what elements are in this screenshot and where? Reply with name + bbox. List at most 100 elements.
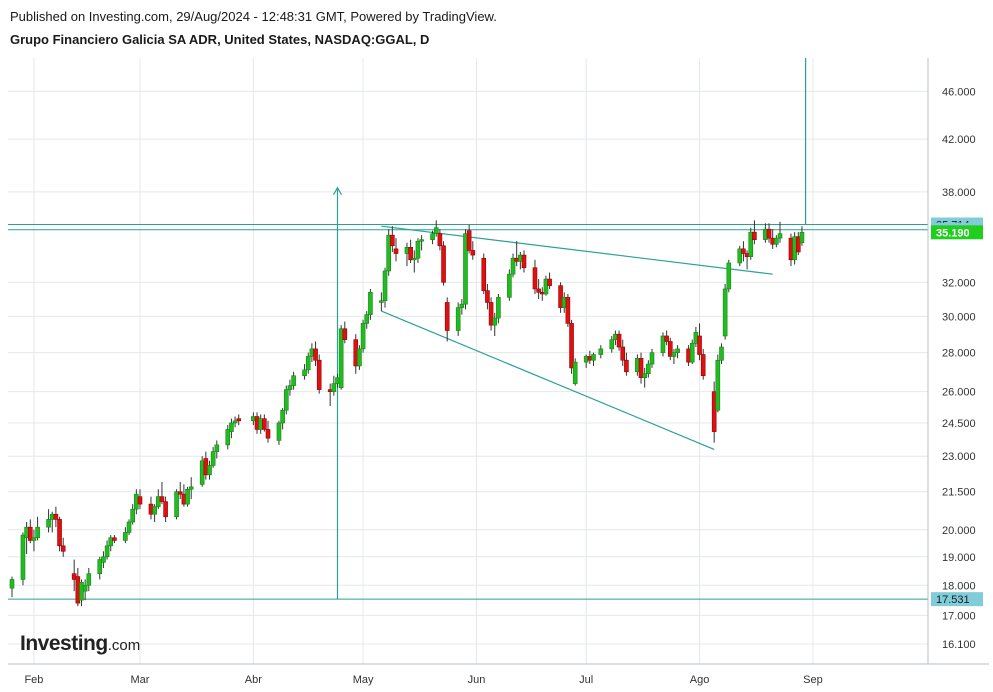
candle-body xyxy=(108,537,114,547)
candle-body xyxy=(386,234,391,272)
candle-body xyxy=(419,239,424,242)
candle-body xyxy=(430,233,435,240)
candle-body xyxy=(57,519,62,547)
candle-body xyxy=(697,335,702,355)
candle-body xyxy=(357,348,362,367)
candle-body xyxy=(463,233,468,305)
candle-body xyxy=(766,228,772,239)
y-tick-label: 30.000 xyxy=(942,311,976,323)
candle-body xyxy=(280,409,285,424)
x-tick-label: Ago xyxy=(690,674,710,686)
candle-body xyxy=(174,491,179,518)
candle-body xyxy=(97,559,103,574)
instrument-title: Grupo Financiero Galicia SA ADR, United … xyxy=(10,32,430,47)
candle-body xyxy=(455,307,461,331)
candle-body xyxy=(379,300,384,303)
candle-body xyxy=(616,333,622,348)
candle-body xyxy=(624,359,629,373)
candle-body xyxy=(671,352,677,357)
candle-body xyxy=(521,254,527,269)
candle-body xyxy=(408,247,413,261)
candle-body xyxy=(210,451,216,466)
candle-body xyxy=(338,328,344,388)
candle-body xyxy=(459,303,465,308)
candle-body xyxy=(437,233,443,247)
candle-body xyxy=(638,358,644,378)
candle-body xyxy=(441,245,446,283)
candle-body xyxy=(510,257,516,275)
trendline xyxy=(381,310,715,450)
candle-body xyxy=(660,335,666,353)
candle-body xyxy=(558,285,563,308)
candle-body xyxy=(276,422,282,441)
level-price-badge xyxy=(931,592,983,607)
candle-body xyxy=(715,359,721,411)
candle-body xyxy=(130,508,135,523)
y-tick-label: 21.500 xyxy=(942,487,976,499)
candle-body xyxy=(591,354,596,361)
annotation-layer xyxy=(8,58,928,600)
trendline xyxy=(381,225,773,275)
candle-body xyxy=(799,232,805,244)
y-tick-label: 20.000 xyxy=(942,525,976,537)
candle-body xyxy=(53,513,59,520)
candle-body xyxy=(496,297,501,319)
candle-body xyxy=(82,584,88,592)
candle-body xyxy=(664,335,669,342)
candle-body xyxy=(305,356,311,371)
candle-body xyxy=(748,231,754,257)
candle-body xyxy=(620,346,626,361)
candle-body xyxy=(112,537,117,541)
candle-body xyxy=(382,270,388,302)
candle-body xyxy=(177,491,183,495)
candle-body xyxy=(565,297,571,324)
candle-body xyxy=(507,273,512,298)
candle-body xyxy=(719,346,724,361)
candle-body xyxy=(667,341,673,357)
candle-body xyxy=(795,236,801,253)
y-tick-label: 42.000 xyxy=(942,134,976,146)
investing-logo: Investing.com xyxy=(20,632,140,656)
candle-body xyxy=(316,359,322,390)
candles-layer xyxy=(9,220,805,607)
candle-body xyxy=(492,317,498,326)
candle-body xyxy=(675,348,680,353)
x-tick-label: Feb xyxy=(24,674,43,686)
y-tick-label: 26.000 xyxy=(942,387,976,399)
candle-body xyxy=(360,323,366,350)
y-tick-label: 38.000 xyxy=(942,187,976,199)
candle-body xyxy=(390,234,395,247)
candle-body xyxy=(313,348,318,361)
candle-body xyxy=(291,375,296,386)
candle-body xyxy=(232,420,238,424)
candle-body xyxy=(649,352,655,365)
x-tick-label: May xyxy=(353,674,374,686)
candle-body xyxy=(411,257,417,261)
candle-body xyxy=(9,579,15,589)
candle-body xyxy=(532,267,538,290)
candle-body xyxy=(265,429,271,439)
x-tick-label: Jun xyxy=(468,674,486,686)
candle-body xyxy=(415,240,421,259)
candle-body xyxy=(331,383,337,392)
candle-body xyxy=(741,248,746,254)
y-tick-label: 16.100 xyxy=(942,639,976,651)
candle-body xyxy=(283,389,289,411)
logo-wordmark: Investing xyxy=(20,632,108,655)
candle-body xyxy=(236,418,242,422)
candle-body xyxy=(214,444,220,452)
candle-body xyxy=(722,288,728,337)
candle-body xyxy=(689,343,695,363)
y-tick-label: 32.000 xyxy=(942,277,976,289)
candle-body xyxy=(488,302,494,326)
candle-body xyxy=(126,521,132,533)
candle-body xyxy=(726,262,732,290)
candle-body xyxy=(31,537,37,541)
logo-suffix: .com xyxy=(107,637,141,654)
level-price-badge-label: 17.531 xyxy=(936,594,970,606)
last-price-badge-label: 35.190 xyxy=(936,227,970,239)
candle-body xyxy=(774,237,779,245)
candle-body xyxy=(60,545,66,552)
candle-body xyxy=(642,373,647,378)
